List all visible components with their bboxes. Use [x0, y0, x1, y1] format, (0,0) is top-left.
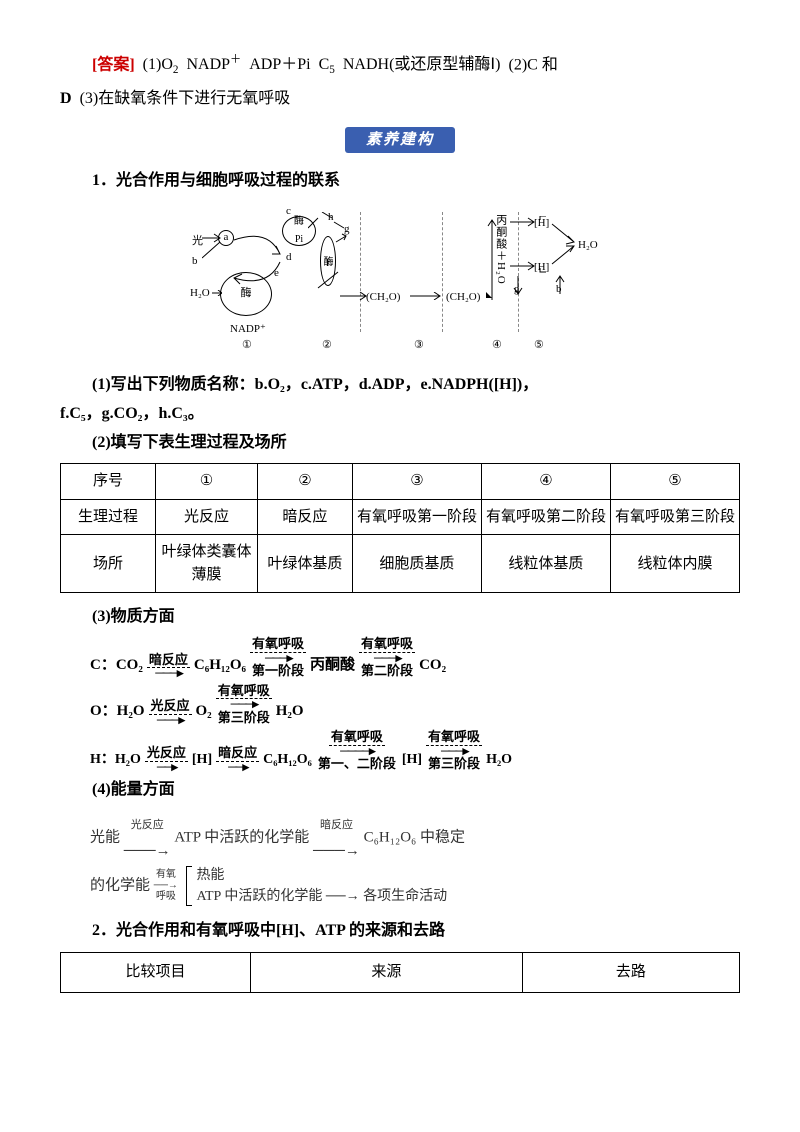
diagram-container: 光 b a 酶 H₂O NADP⁺ 酶Pi c d e h g f 酶 — [60, 202, 740, 363]
answer-label: [答案] — [92, 56, 135, 73]
process-table: 序号 ① ② ③ ④ ⑤ 生理过程光反应暗反应 有氧呼吸第一阶段有氧呼吸第二阶段… — [60, 463, 740, 593]
answer-p1: (1)O2 NADP＋ ADP＋Pi C5 NADH(或还原型辅酶Ⅰ) — [143, 56, 501, 73]
photosynthesis-diagram: 光 b a 酶 H₂O NADP⁺ 酶Pi c d e h g f 酶 — [190, 202, 610, 352]
chem-o: O：H₂O 光反应───▸ O₂ 有氧呼吸───▸第三阶段 H₂O — [90, 683, 740, 726]
table-row: 生理过程光反应暗反应 有氧呼吸第一阶段有氧呼吸第二阶段有氧呼吸第三阶段 — [61, 499, 740, 535]
q2: (2)填写下表生理过程及场所 — [60, 429, 740, 458]
sec2-title: 2．光合作用和有氧呼吸中[H]、ATP 的来源和去路 — [60, 917, 740, 946]
chem-h: H：H₂O 光反应──▸ [H] 暗反应──▸ C₆H₁₂O₆ 有氧呼吸────… — [90, 729, 740, 772]
answer-block: [答案] (1)O2 NADP＋ ADP＋Pi C5 NADH(或还原型辅酶Ⅰ)… — [60, 50, 740, 81]
source-table: 比较项目 来源 去路 — [60, 952, 740, 993]
sec1-title: 1．光合作用与细胞呼吸过程的联系 — [60, 167, 740, 196]
answer-line2: D (3)在缺氧条件下进行无氧呼吸 — [60, 85, 740, 114]
chem-c: C：CO₂ 暗反应───▸ C₆H₁₂O₆ 有氧呼吸───▸第一阶段 丙酮酸 有… — [90, 636, 740, 679]
q4: (4)能量方面 — [60, 776, 740, 805]
q1: (1)写出下列物质名称：b.O₂，c.ATP，d.ADP，e.NADPH([H]… — [60, 371, 740, 400]
q1-line2: f.C₅，g.CO₂，h.C₃。 — [60, 400, 740, 429]
table-row: 比较项目 来源 去路 — [61, 952, 740, 992]
energy-block: 光能 光反应───→ ATP 中活跃的化学能 暗反应───→ C₆H₁₂O₆ 中… — [90, 811, 740, 907]
q3: (3)物质方面 — [60, 603, 740, 632]
section-banner: 素养建构 — [345, 127, 455, 153]
table-row: 序号 ① ② ③ ④ ⑤ — [61, 464, 740, 500]
table-row: 场所叶绿体类囊体薄膜叶绿体基质 细胞质基质线粒体基质线粒体内膜 — [61, 535, 740, 593]
